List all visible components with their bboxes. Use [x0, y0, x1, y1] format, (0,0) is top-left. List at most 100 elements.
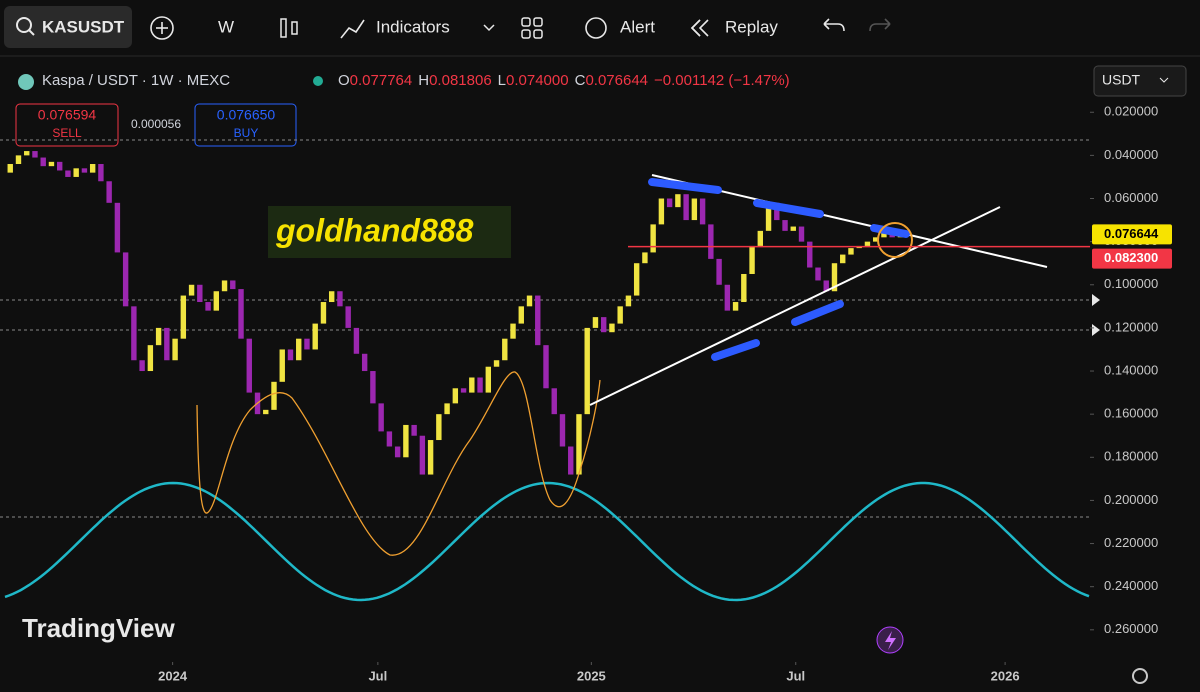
candle-body [353, 327, 360, 354]
candle-body [370, 371, 376, 404]
candle-body [477, 377, 483, 393]
dropdown-icon[interactable] [483, 24, 495, 32]
y-tick-label: 0.100000 [1104, 276, 1158, 291]
candle-body [394, 446, 401, 458]
candle-body [881, 233, 887, 238]
buy-button[interactable] [194, 103, 297, 147]
candle-body [131, 306, 137, 361]
ohlc-key: C [575, 72, 586, 89]
buy-label[interactable]: BUY [234, 126, 259, 140]
candle-body [551, 388, 557, 415]
interval[interactable]: W [218, 17, 234, 36]
candle-body [691, 198, 698, 221]
y-tick-label: 0.260000 [1104, 621, 1158, 636]
ohlc-value: 0.074000 [506, 72, 569, 89]
candle-body [741, 273, 747, 303]
candle-body [798, 226, 805, 242]
sell-button[interactable] [15, 103, 119, 147]
y-tick-label: 0.120000 [1104, 319, 1158, 334]
settings-icon[interactable] [1132, 668, 1148, 684]
candle-body [848, 248, 854, 255]
candle-body [48, 161, 55, 167]
indicators-button[interactable]: Indicators [376, 17, 450, 36]
redo-icon[interactable] [869, 18, 891, 32]
y-tick-label: 0.020000 [1104, 104, 1158, 119]
currency-selector[interactable] [1093, 65, 1187, 97]
candle-body [221, 280, 228, 292]
candle-body [757, 230, 764, 246]
add-icon[interactable] [150, 16, 174, 40]
candle-body [328, 291, 335, 303]
candle-body [73, 168, 79, 177]
sell-price[interactable]: 0.076594 [38, 107, 97, 123]
candle-body [823, 280, 829, 292]
candle-body [807, 241, 813, 268]
y-tick-label: 0.200000 [1104, 492, 1158, 507]
marker [1092, 294, 1100, 306]
watermark: goldhand888 [275, 212, 474, 248]
candle-body [378, 403, 384, 432]
ohlc-key: L [498, 72, 506, 89]
candle-body [56, 161, 63, 171]
buy-price[interactable]: 0.076650 [217, 107, 276, 123]
coin-icon [18, 74, 34, 90]
sell-label[interactable]: SELL [52, 126, 82, 140]
price-tag-label: 0.082300 [1104, 250, 1158, 265]
highlight-circle [877, 222, 913, 258]
candle-body [296, 338, 302, 361]
x-tick-label: 2024 [158, 668, 188, 683]
candle-body [749, 245, 755, 274]
symbol[interactable]: KASUSDT [42, 17, 125, 36]
candle-body [89, 164, 96, 173]
candle-body [576, 414, 582, 475]
layout-icon[interactable] [521, 17, 543, 39]
candle-body [287, 349, 294, 361]
candle-body [403, 424, 409, 458]
candle-body [526, 295, 533, 307]
indicators-icon[interactable] [340, 19, 365, 39]
alert-icon[interactable] [585, 17, 607, 39]
ohlc-change: −0.001142 (−1.47%) [654, 72, 790, 89]
candle-body [518, 306, 524, 324]
candle-body [106, 181, 112, 203]
candle-body [782, 220, 788, 231]
lightning-icon [885, 631, 896, 650]
cycle-curve [196, 371, 601, 556]
y-tick-label: 0.220000 [1104, 535, 1158, 550]
toolbar: KASUSDT W Indicators Alert Replay [0, 6, 1200, 57]
candle-body [122, 252, 129, 307]
y-tick-label: 0.240000 [1104, 578, 1158, 593]
replay-icon [690, 19, 709, 37]
candle-body [164, 327, 170, 361]
candle-body [600, 317, 607, 333]
candle-body [155, 327, 162, 346]
candle-body [493, 360, 500, 367]
candles-icon[interactable] [280, 18, 287, 38]
symbol-button[interactable] [4, 6, 132, 48]
watermark-box [268, 206, 511, 258]
ohlc-value: 0.076644 [585, 72, 648, 89]
candle-body [40, 157, 46, 167]
candle-body [872, 237, 879, 242]
candle-body [699, 198, 706, 225]
x-tick-label: Jul [368, 668, 387, 683]
undo-icon[interactable] [823, 18, 845, 32]
spread: 0.000056 [131, 117, 181, 131]
candle-body [419, 435, 426, 475]
candle-body [559, 414, 566, 447]
candle-body [263, 409, 269, 415]
currency[interactable]: USDT [1102, 72, 1141, 88]
candle-body [147, 345, 154, 372]
alert-button[interactable]: Alert [620, 17, 655, 36]
ohlc-legend: O 0.077764 H 0.081806 L 0.074000 C 0.076644 −0.0… [338, 72, 790, 89]
candle-body [732, 302, 739, 311]
candle-body [724, 284, 731, 311]
candle-body [708, 224, 714, 259]
candle-body [213, 291, 220, 311]
ohlc-key: O [338, 72, 350, 89]
replay-button[interactable]: Replay [725, 17, 778, 36]
candle-body [840, 254, 846, 264]
candle-body [246, 338, 252, 393]
candle-body [535, 295, 541, 346]
